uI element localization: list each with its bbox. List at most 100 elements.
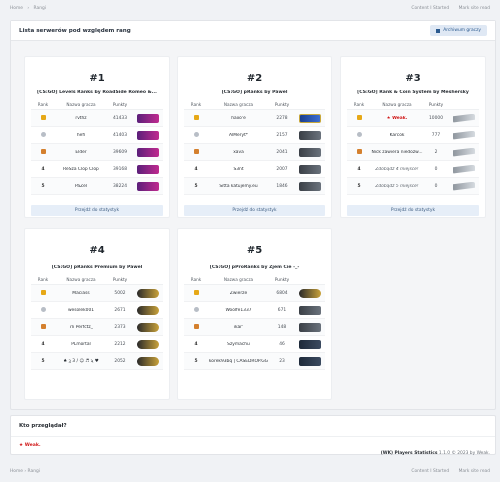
breadcrumb-rangi[interactable]: Rangi [27,469,40,474]
player-name[interactable]: Sitta katujemy.eu [219,183,258,189]
player-name[interactable]: Nick zawiera niedozw... [371,149,423,155]
table-header: Rank Nazwa gracza Punkty [347,100,479,110]
player-name[interactable]: ikar' [233,324,244,330]
table-row: Maciass 5002 [31,285,163,302]
stats-button[interactable]: Przejdź do statystyk [31,205,163,216]
bronze-trophy-icon [40,148,46,154]
player-name[interactable]: ♠ ꝫ 3 / ☺ ♬ ϡ ♥ [63,359,99,364]
player-name[interactable]: Karcok [389,132,405,138]
breadcrumb-rangi[interactable]: Rangi [33,6,46,11]
table-header: Rank Nazwa gracza Punkty [31,100,163,110]
player-points: 39168 [113,166,127,172]
bronze-trophy-icon [40,323,46,329]
rank-badge-icon [453,113,475,123]
rank-badge-icon [299,130,321,140]
page-title: Lista serwerów pod względem rang [19,27,131,34]
player-name[interactable]: Maciass [72,290,90,296]
mark-read-link[interactable]: Mark site read [458,469,490,474]
archive-button[interactable]: Archiwum graczy [430,25,487,36]
player-name[interactable]: xava [233,149,244,155]
header-name: Nazwa gracza [66,277,96,282]
content-started-link[interactable]: Content I Started [411,6,450,11]
table-header: Rank Nazwa gracza Punkty [31,275,163,285]
player-name[interactable]: PaZel [74,183,88,189]
player-name[interactable]: 7li Perfctz_ [69,324,93,330]
player-name[interactable]: haxo'e [231,115,246,121]
breadcrumb-home[interactable]: Home [10,6,23,11]
rank-badge-icon [453,164,475,174]
rank-number: 5 [194,183,198,189]
table-header: Rank Nazwa gracza Punkty [184,275,325,285]
silver-medal-icon [356,131,362,137]
rank-badge-icon [137,339,159,349]
player-name[interactable]: ★ Weak. [371,116,423,121]
table-row: haxo'e 2278 [184,110,325,127]
table-row: ikar' 148 [184,319,325,336]
player-name[interactable]: Woolfe1337 [225,307,252,313]
header-points: Punkty [112,102,128,107]
rank-number: 5 [41,183,45,189]
player-name[interactable]: Szymachu [227,341,250,347]
player-points: 41403 [113,132,127,138]
mark-read-link[interactable]: Mark site read [458,6,490,11]
silver-medal-icon [40,131,46,137]
content-started-link[interactable]: Content I Started [411,469,450,474]
player-points: 2278 [276,115,288,121]
rank-badge-icon [299,113,321,123]
stats-button[interactable]: Przejdź do statystyk [347,205,479,216]
rank-badge-icon [453,147,475,157]
who-viewed-title: Kto przeglądał? [11,416,495,437]
player-points: 2671 [114,307,126,313]
ranking-table: Rank Nazwa gracza Punkty ★ Weak. 10000 Ka… [347,100,479,195]
table-row: Karcok 777 [347,127,479,144]
player-name[interactable]: ReSza Clop Clop [63,166,99,172]
table-row: AlMeryt* 2157 [184,127,325,144]
player-name[interactable]: AlMeryt* [228,132,249,138]
footer-bar: Home › Rangi Content I Started Mark site… [0,461,500,482]
bronze-trophy-icon [193,323,199,329]
rank-badge-icon [299,181,321,191]
player-name[interactable]: PLmortal [71,341,91,347]
player-points: 6804 [276,290,288,296]
rank-number: 5 [194,358,198,364]
player-name-text: Weak. [392,115,408,121]
header-points: Punkty [428,102,444,107]
player-points: 2 [434,149,438,155]
breadcrumb-home[interactable]: Home [10,469,23,474]
player-points: 41433 [113,115,127,121]
gold-trophy-icon [193,114,199,120]
copyright: (WK) Players Statistics 1.1.0 © 2023 by … [381,451,490,456]
table-row: Nick zawiera niedozw... 2 [347,144,479,161]
table-row: Woolfe1337 671 [184,302,325,319]
footer-breadcrumb: Home › Rangi [10,469,40,474]
player-name[interactable]: hefi [76,132,86,138]
bronze-trophy-icon [193,148,199,154]
table-row: Elder 39609 [31,144,163,161]
silver-medal-icon [193,131,199,137]
player-name[interactable]: S3nt [233,166,244,172]
player-name[interactable]: Zwierze [229,290,248,296]
rank-badge-icon [137,130,159,140]
rank-badge-icon [299,356,321,366]
table-row: 4 ReSza Clop Clop 39168 [31,161,163,178]
header-name: Nazwa gracza [223,277,254,282]
header-name: Nazwa gracza [223,102,254,107]
player-name[interactable]: wesolek001 [67,307,95,313]
rank-badge-icon [137,147,159,157]
gold-trophy-icon [193,289,199,295]
star-icon: ★ [19,443,25,448]
stats-button[interactable]: Przejdź do statystyk [184,205,325,216]
viewer-user[interactable]: ★ Weak. [11,437,495,454]
app-name[interactable]: (WK) Players Statistics [380,451,438,456]
player-points: 5002 [114,290,126,296]
player-points: 23 [279,358,285,364]
rank-number: 4 [194,166,198,172]
player-name[interactable]: rvthz [75,115,87,121]
table-row: 4 Szymachu 46 [184,336,325,353]
rank-number: 4 [194,341,198,347]
ranking-table: Rank Nazwa gracza Punkty Zwierze 6804 Woo… [184,275,325,370]
player-name[interactable]: korek93bq | CASEDROP.GG [208,358,269,364]
server-position: #5 [246,245,263,256]
player-points: 2041 [276,149,288,155]
player-name[interactable]: Elder [75,149,87,155]
